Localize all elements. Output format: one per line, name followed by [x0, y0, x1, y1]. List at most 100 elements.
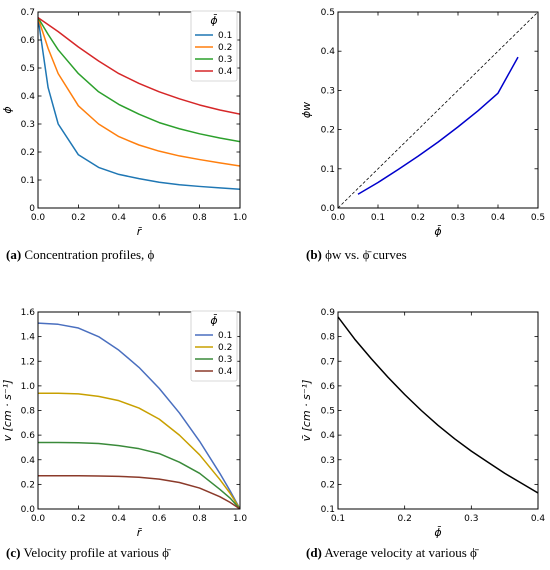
caption-c-text: Velocity profile at various ϕ̄: [20, 545, 169, 560]
series-line-a-0.4: [38, 16, 240, 115]
legend-label-c-0.3: 0.3: [218, 355, 232, 365]
y-tick-label-d: 0.8: [321, 333, 336, 343]
x-tick-label-d: 0.1: [331, 514, 345, 524]
y-tick-label-b: 0.3: [321, 86, 335, 96]
y-tick-label-a: 0.7: [21, 8, 35, 18]
caption-d: (d) Average velocity at various ϕ̄: [306, 545, 477, 561]
chart-phiw-vs-phibar: 0.0 0.1 0.2 0.3 0.4 0.5 0.0 0.1 0.2 0.3 0.4 0.5 ϕ̄ ϕw: [300, 8, 545, 238]
caption-b-letter: (b): [306, 247, 322, 262]
y-tick-label-d: 0.1: [321, 505, 335, 515]
y-tick-label-c: 0.4: [21, 456, 36, 466]
y-tick-label-a: 0.4: [21, 92, 36, 102]
series-line-b-main: [357, 56, 519, 195]
y-axis-label-d: v̄ [cm · s⁻¹]: [300, 380, 313, 442]
x-tick-label-c: 0.0: [31, 514, 46, 524]
x-tick-label-b: 0.4: [491, 213, 506, 223]
y-axis-label-a: ϕ: [1, 106, 14, 113]
caption-c: (c) Velocity profile at various ϕ̄: [6, 545, 169, 561]
x-tick-label-a: 0.0: [31, 213, 46, 223]
x-tick-label-d: 0.2: [398, 514, 412, 524]
chart-concentration-profiles: 0.0 0.2 0.4 0.6 0.8 1.0 0 0.1 0.2 0.3 0.4 0.5 0.6 0.7…: [1, 8, 247, 238]
y-tick-label-c: 1.4: [21, 333, 36, 343]
series-line-a-0.3: [38, 17, 240, 143]
x-tick-label-d: 0.3: [464, 514, 478, 524]
plot-frame-a: [37, 11, 241, 209]
y-tick-label-b: 0.4: [321, 47, 336, 57]
y-tick-label-c: 0.8: [21, 407, 36, 417]
caption-a: (a) Concentration profiles, ϕ: [6, 247, 154, 263]
y-tick-label-b: 0.2: [321, 126, 335, 136]
y-tick-label-c: 1.0: [21, 382, 36, 392]
chart-velocity-profile: 0.0 0.2 0.4 0.6 0.8 1.0 0.0 0.2 0.4 0.6 0.8 1.0 1.2 1…: [1, 308, 247, 539]
series-line-c-0.1: [38, 322, 240, 509]
x-tick-label-a: 0.6: [152, 213, 167, 223]
y-tick-label-d: 0.2: [321, 480, 335, 490]
series-line-a-0.2: [38, 17, 240, 167]
caption-b: (b) ϕw vs. ϕ̄ curves: [306, 247, 407, 263]
x-axis-label-b: ϕ̄: [434, 225, 441, 238]
x-tick-label-d: 0.4: [531, 514, 546, 524]
x-tick-label-b: 0.1: [371, 213, 385, 223]
x-tick-label-c: 0.4: [112, 514, 127, 524]
y-tick-label-a: 0.6: [21, 36, 36, 46]
series-line-c-0.4: [38, 475, 240, 509]
y-tick-label-d: 0.7: [321, 357, 335, 367]
legend-label-c-0.1: 0.1: [218, 331, 232, 341]
series-line-c-0.3: [38, 441, 240, 509]
caption-b-text: ϕw vs. ϕ̄ curves: [321, 247, 407, 262]
legend-box-c: [190, 310, 238, 382]
y-tick-label-c: 0.6: [21, 431, 36, 441]
legend-box-a: [190, 10, 238, 82]
y-tick-label-b: 0.0: [321, 204, 336, 214]
legend-title-c: ϕ̄: [210, 314, 217, 327]
legend-title-a: ϕ̄: [210, 14, 217, 27]
y-tick-label-b: 0.5: [321, 8, 335, 18]
legend-label-a-0.2: 0.2: [218, 43, 232, 53]
legend-label-a-0.1: 0.1: [218, 31, 232, 41]
y-tick-label-a: 0.3: [21, 120, 35, 130]
legend-label-a-0.4: 0.4: [218, 67, 233, 77]
x-tick-label-b: 0.3: [451, 213, 465, 223]
y-tick-label-c: 0.0: [21, 505, 36, 515]
x-tick-label-a: 0.4: [112, 213, 127, 223]
caption-d-text: Average velocity at various ϕ̄: [321, 545, 477, 560]
series-line-a-0.1: [38, 17, 240, 190]
plot-frame-b: [337, 11, 539, 209]
x-tick-label-a: 1.0: [233, 213, 248, 223]
y-tick-label-b: 0.1: [321, 165, 335, 175]
x-axis-label-d: ϕ̄: [434, 526, 441, 539]
y-tick-label-d: 0.6: [321, 382, 336, 392]
x-axis-label-a: r̄: [137, 225, 143, 238]
x-axis-label-c: r̄: [137, 526, 143, 539]
x-tick-label-a: 0.8: [192, 213, 207, 223]
x-tick-label-b: 0.0: [331, 213, 346, 223]
caption-c-letter: (c): [6, 545, 21, 560]
caption-d-letter: (d): [306, 545, 322, 560]
y-tick-label-a: 0.2: [21, 148, 35, 158]
x-tick-label-c: 0.8: [192, 514, 207, 524]
legend-label-a-0.3: 0.3: [218, 55, 232, 65]
x-tick-label-a: 0.2: [71, 213, 85, 223]
y-tick-label-c: 1.2: [21, 357, 35, 367]
series-line-d-main: [338, 316, 538, 494]
y-tick-label-c: 1.6: [21, 308, 36, 318]
x-tick-label-b: 0.2: [411, 213, 425, 223]
series-line-c-0.2: [38, 392, 240, 509]
x-tick-label-b: 0.5: [531, 213, 545, 223]
y-tick-label-d: 0.3: [321, 456, 335, 466]
y-axis-label-c: v [cm · s⁻¹]: [1, 380, 14, 442]
y-tick-label-c: 0.2: [21, 480, 35, 490]
series-line-b-reference: [338, 12, 538, 208]
y-tick-label-d: 0.9: [321, 308, 336, 318]
chart-average-velocity: 0.1 0.2 0.3 0.4 0.1 0.2 0.3 0.4 0.5 0.6 0.7 0.8 0.9 ϕ…: [300, 308, 545, 539]
x-tick-label-c: 0.2: [71, 514, 85, 524]
y-tick-label-d: 0.4: [321, 431, 336, 441]
caption-a-text: Concentration profiles, ϕ: [21, 247, 155, 262]
y-tick-label-a: 0.1: [21, 176, 35, 186]
x-tick-label-c: 1.0: [233, 514, 248, 524]
y-tick-label-a: 0.5: [21, 64, 35, 74]
plot-frame-d: [337, 311, 539, 510]
legend-label-c-0.4: 0.4: [218, 367, 233, 377]
y-axis-label-b: ϕw: [300, 102, 313, 118]
